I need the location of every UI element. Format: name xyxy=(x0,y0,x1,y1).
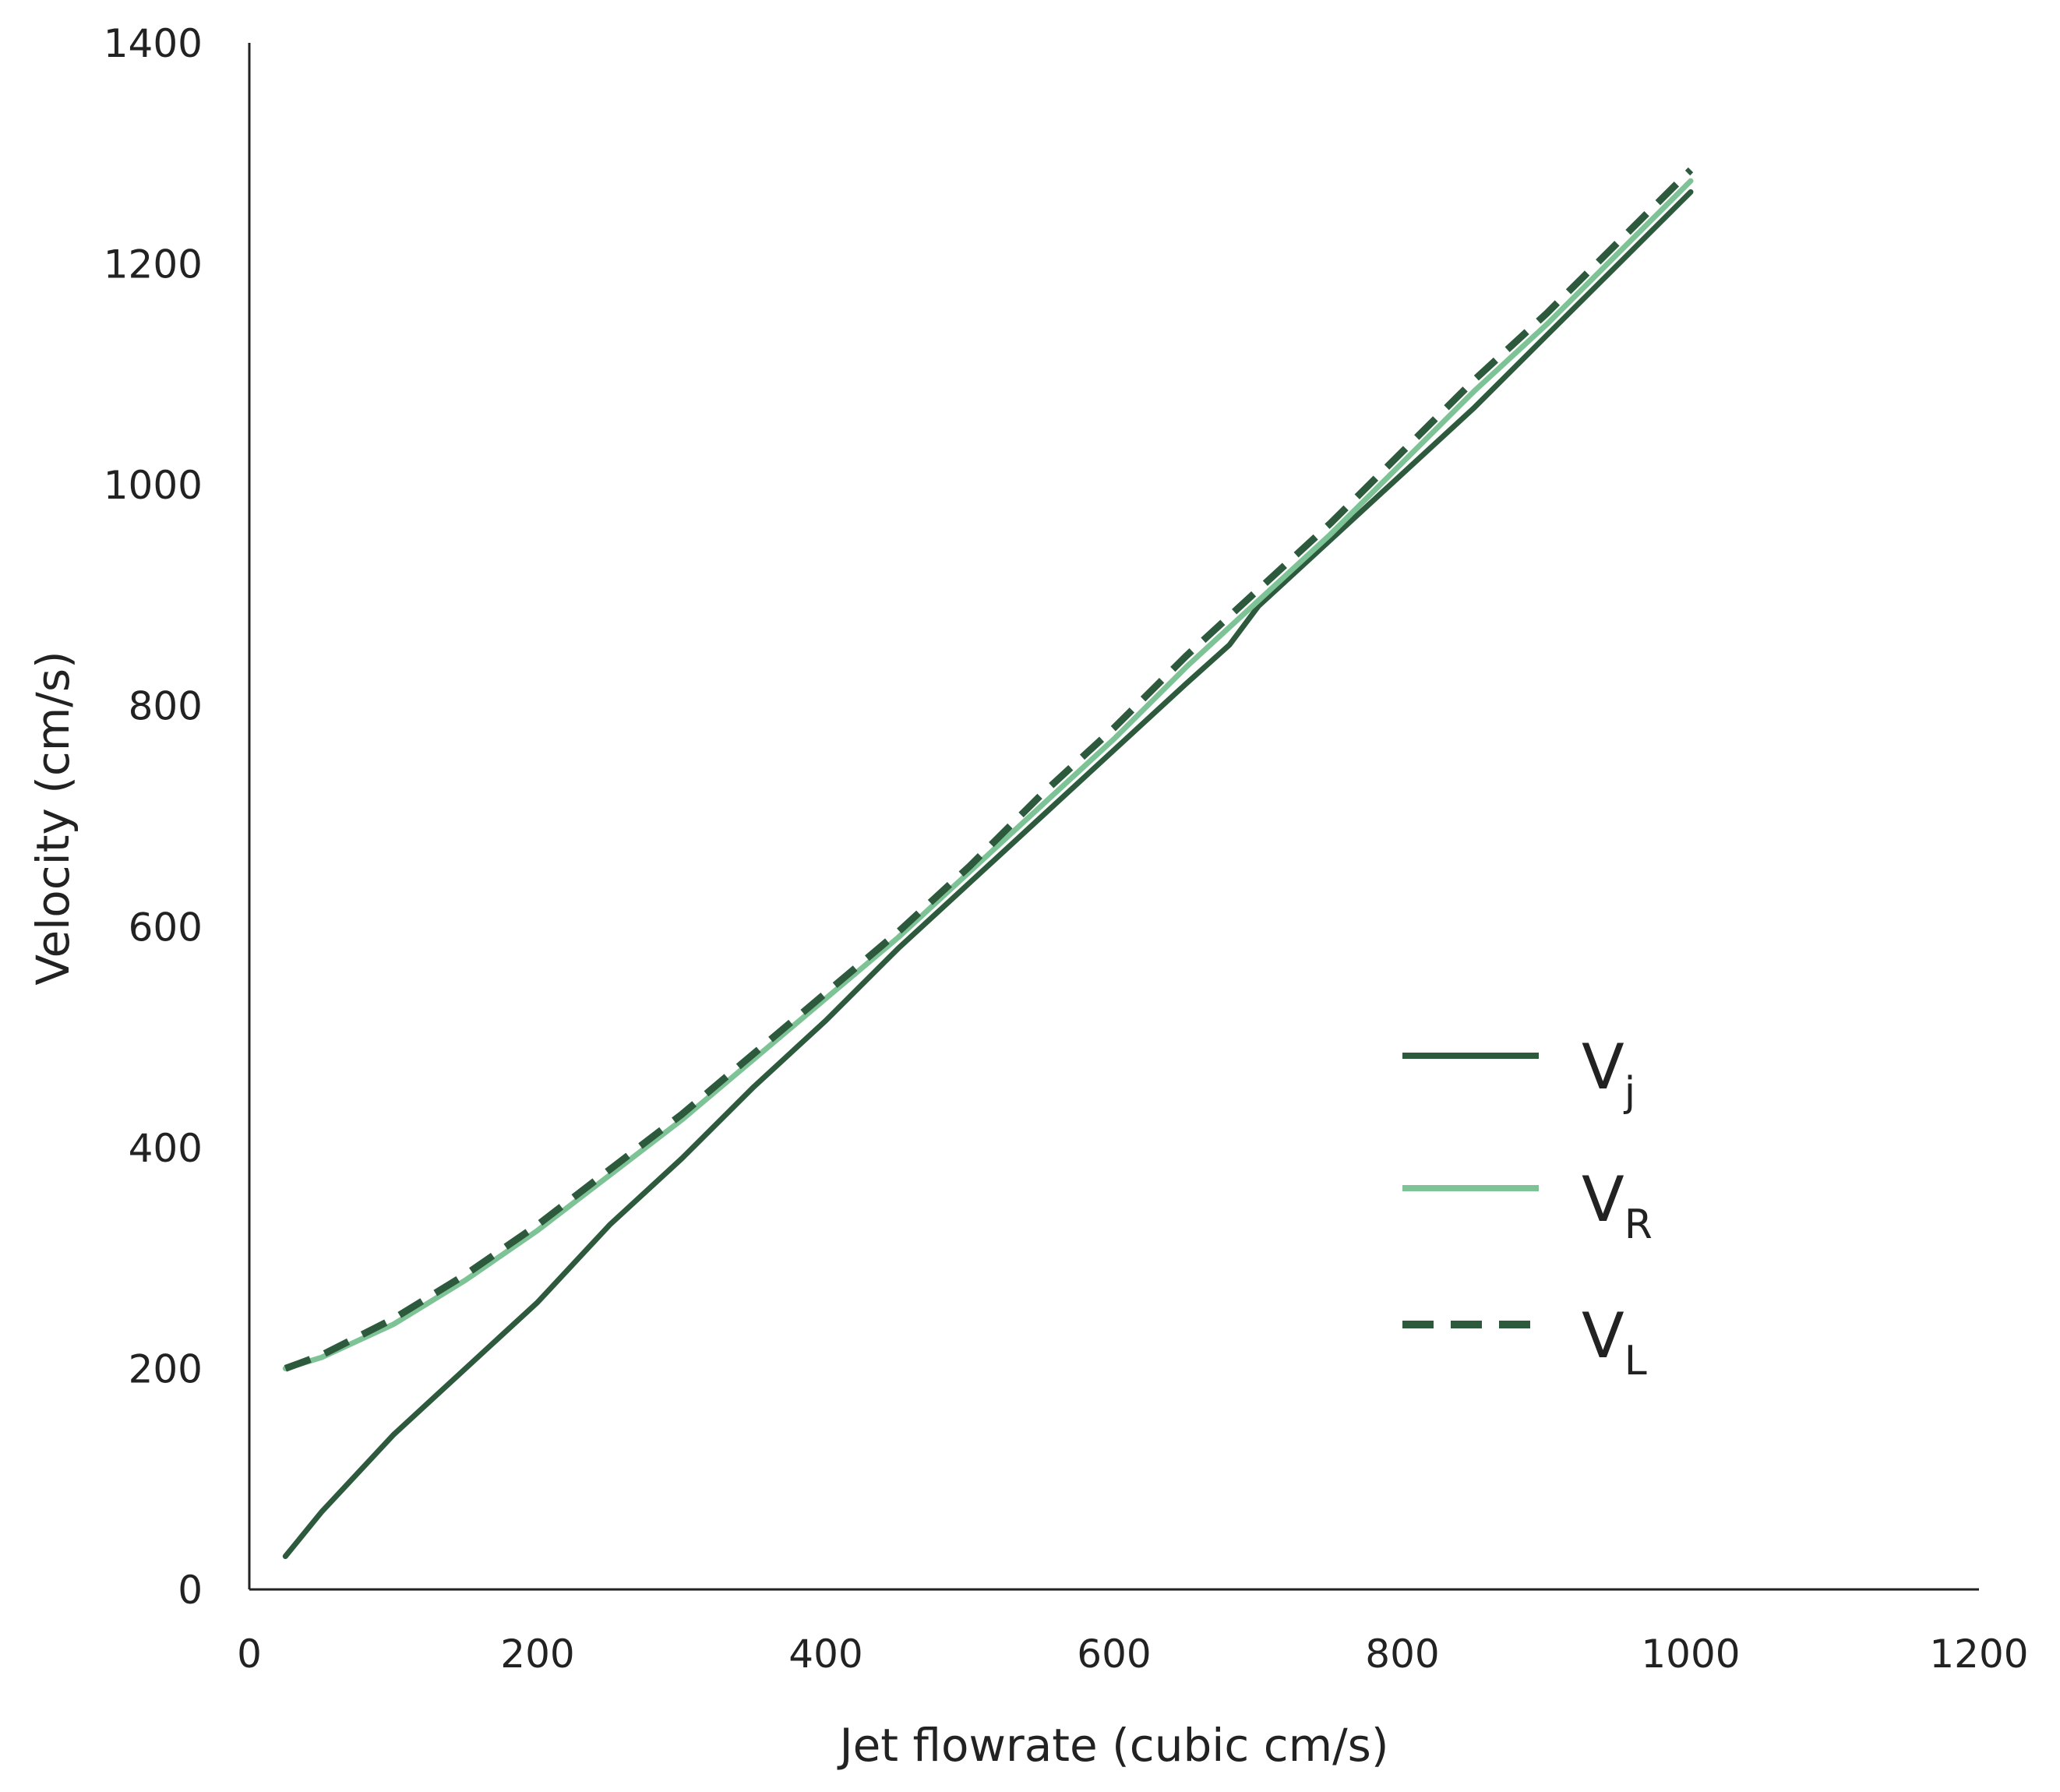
x-tick-label: 1200 xyxy=(1929,1631,2028,1677)
x-tick-label: 600 xyxy=(1077,1631,1151,1677)
series-line-vr xyxy=(282,178,1694,1371)
x-tick-label: 400 xyxy=(788,1631,862,1677)
x-tick-label: 200 xyxy=(500,1631,574,1677)
y-tick-label: 800 xyxy=(129,684,203,729)
legend-label-vr: VR xyxy=(1582,1163,1653,1248)
series-line-vl xyxy=(284,167,1694,1372)
y-tick-label: 1200 xyxy=(104,242,203,287)
series-lines xyxy=(282,167,1694,1559)
legend: Vj VR VL xyxy=(1402,1031,1653,1385)
y-tick-label: 1000 xyxy=(104,463,203,508)
x-tick-label: 800 xyxy=(1365,1631,1439,1677)
y-tick-label: 200 xyxy=(129,1346,203,1392)
y-tick-label: 1400 xyxy=(104,21,203,66)
y-axis-title: Velocity (cm/s) xyxy=(26,651,79,985)
x-tick-labels: 0 200 400 600 800 1000 1200 xyxy=(237,1631,2029,1677)
legend-label-vl: VL xyxy=(1582,1300,1647,1385)
y-tick-label: 600 xyxy=(129,905,203,950)
legend-label-vj: Vj xyxy=(1582,1031,1635,1116)
x-axis-title: Jet flowrate (cubic cm/s) xyxy=(838,1719,1389,1772)
x-tick-label: 1000 xyxy=(1641,1631,1740,1677)
y-tick-label: 0 xyxy=(178,1568,203,1613)
chart-axes xyxy=(248,43,1979,1591)
y-tick-labels: 0 200 400 600 800 1000 1200 1400 xyxy=(104,21,203,1613)
x-tick-label: 0 xyxy=(237,1631,262,1677)
series-line-vj xyxy=(282,189,1694,1559)
y-tick-label: 400 xyxy=(129,1126,203,1171)
